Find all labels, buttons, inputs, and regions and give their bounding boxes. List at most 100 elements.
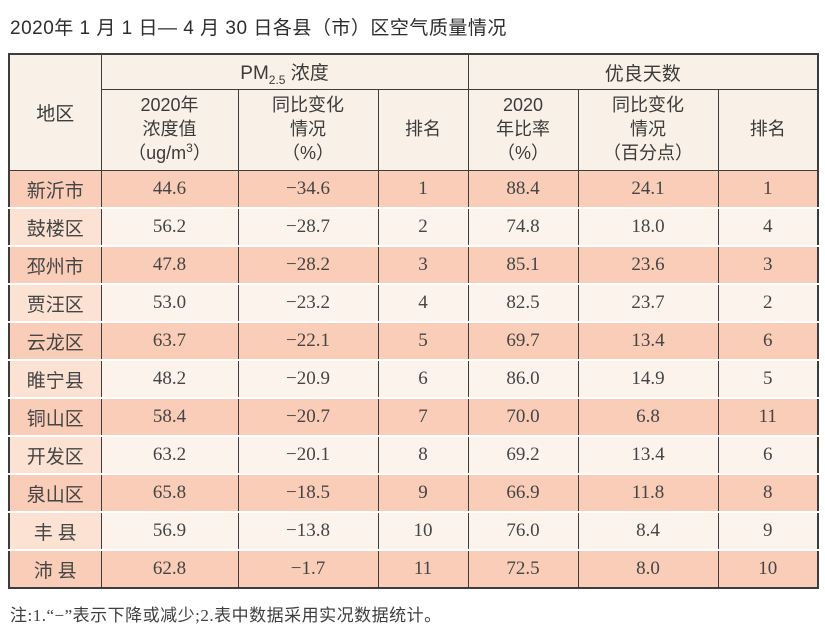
cell-gd-ratio: 88.4 bbox=[467, 170, 578, 209]
cell-pm-value: 53.0 bbox=[100, 284, 238, 323]
cell-region: 泉山区 bbox=[8, 474, 101, 513]
cell-region: 云龙区 bbox=[8, 322, 101, 361]
cell-pm-change: −23.2 bbox=[237, 284, 378, 323]
cubic-superscript: 3 bbox=[186, 141, 193, 156]
header-gd-change: 同比变化 情况 （百分点） bbox=[577, 89, 718, 171]
cell-pm-rank: 7 bbox=[377, 398, 468, 437]
cell-pm-value: 65.8 bbox=[100, 474, 238, 513]
table-row: 沛 县 62.8 −1.7 11 72.5 8.0 10 bbox=[8, 550, 818, 588]
cell-pm-change: −28.7 bbox=[237, 208, 378, 247]
cell-gd-ratio: 66.9 bbox=[467, 474, 578, 513]
cell-gd-change: 6.8 bbox=[577, 398, 718, 437]
cell-gd-change: 11.8 bbox=[577, 474, 718, 513]
pm-label-suffix: 浓度 bbox=[285, 62, 329, 84]
cell-gd-ratio: 69.2 bbox=[467, 436, 578, 475]
cell-gd-change: 23.7 bbox=[577, 284, 718, 323]
pm-subscript: 2.5 bbox=[268, 72, 286, 87]
cell-region: 鼓楼区 bbox=[8, 208, 101, 247]
cell-gd-rank: 5 bbox=[717, 360, 818, 399]
cell-region: 铜山区 bbox=[8, 398, 101, 437]
header-pm-value: 2020年 浓度值 （ug/m3） bbox=[100, 89, 238, 171]
cell-pm-value: 63.7 bbox=[100, 322, 238, 361]
cell-region: 开发区 bbox=[8, 436, 101, 475]
cell-gd-rank: 9 bbox=[717, 512, 818, 551]
cell-region: 邳州市 bbox=[8, 246, 101, 285]
cell-gd-rank: 4 bbox=[717, 208, 818, 247]
page-title: 2020年 1 月 1 日— 4 月 30 日各县（市）区空气质量情况 bbox=[10, 18, 507, 39]
table-header: 地区 PM2.5 浓度 优良天数 2020年 浓度值 （ug/m3） 同比变化 … bbox=[8, 54, 818, 171]
cell-gd-rank: 11 bbox=[717, 398, 818, 437]
cell-pm-rank: 4 bbox=[377, 284, 468, 323]
table-row: 邳州市 47.8 −28.2 3 85.1 23.6 3 bbox=[8, 246, 818, 285]
cell-gd-ratio: 85.1 bbox=[467, 246, 578, 285]
cell-pm-change: −28.2 bbox=[237, 246, 378, 285]
cell-region: 睢宁县 bbox=[8, 360, 101, 399]
air-quality-table: 地区 PM2.5 浓度 优良天数 2020年 浓度值 （ug/m3） 同比变化 … bbox=[8, 53, 819, 589]
table-row: 鼓楼区 56.2 −28.7 2 74.8 18.0 4 bbox=[8, 208, 818, 247]
cell-gd-ratio: 69.7 bbox=[467, 322, 578, 361]
cell-pm-change: −20.1 bbox=[237, 436, 378, 475]
cell-pm-value: 56.2 bbox=[100, 208, 238, 247]
cell-pm-value: 48.2 bbox=[100, 360, 238, 399]
cell-gd-change: 13.4 bbox=[577, 322, 718, 361]
cell-gd-rank: 2 bbox=[717, 284, 818, 323]
cell-pm-rank: 8 bbox=[377, 436, 468, 475]
header-sub-row: 2020年 浓度值 （ug/m3） 同比变化 情况 （%） 排名 2020 年比… bbox=[9, 89, 818, 171]
header-region: 地区 bbox=[8, 54, 101, 171]
header-gd-ratio: 2020 年比率 （%） bbox=[467, 89, 578, 171]
cell-gd-change: 24.1 bbox=[577, 170, 718, 209]
cell-pm-value: 44.6 bbox=[100, 170, 238, 209]
cell-region: 新沂市 bbox=[8, 170, 101, 209]
cell-gd-rank: 10 bbox=[717, 550, 818, 588]
cell-gd-ratio: 72.5 bbox=[467, 550, 578, 588]
cell-gd-ratio: 74.8 bbox=[467, 208, 578, 247]
cell-gd-ratio: 70.0 bbox=[467, 398, 578, 437]
cell-pm-change: −20.7 bbox=[237, 398, 378, 437]
table-row: 贾汪区 53.0 −23.2 4 82.5 23.7 2 bbox=[8, 284, 818, 323]
cell-gd-rank: 3 bbox=[717, 246, 818, 285]
cell-pm-value: 58.4 bbox=[100, 398, 238, 437]
cell-pm-rank: 10 bbox=[377, 512, 468, 551]
cell-gd-change: 23.6 bbox=[577, 246, 718, 285]
header-good-days-group: 优良天数 bbox=[467, 54, 818, 90]
cell-gd-ratio: 82.5 bbox=[467, 284, 578, 323]
cell-region: 丰 县 bbox=[8, 512, 101, 551]
cell-pm-value: 47.8 bbox=[100, 246, 238, 285]
table-row: 新沂市 44.6 −34.6 1 88.4 24.1 1 bbox=[8, 170, 818, 209]
table-row: 泉山区 65.8 −18.5 9 66.9 11.8 8 bbox=[8, 474, 818, 513]
cell-pm-rank: 11 bbox=[377, 550, 468, 588]
cell-pm-change: −34.6 bbox=[237, 170, 378, 209]
cell-region: 贾汪区 bbox=[8, 284, 101, 323]
header-pm-change: 同比变化 情况 （%） bbox=[237, 89, 378, 171]
cell-gd-change: 18.0 bbox=[577, 208, 718, 247]
cell-pm-change: −1.7 bbox=[237, 550, 378, 588]
cell-pm-rank: 1 bbox=[377, 170, 468, 209]
cell-pm-value: 63.2 bbox=[100, 436, 238, 475]
cell-gd-change: 8.0 bbox=[577, 550, 718, 588]
cell-pm-change: −22.1 bbox=[237, 322, 378, 361]
cell-pm-value: 56.9 bbox=[100, 512, 238, 551]
table-body: 新沂市 44.6 −34.6 1 88.4 24.1 1 鼓楼区 56.2 −2… bbox=[8, 170, 818, 588]
cell-pm-rank: 5 bbox=[377, 322, 468, 361]
header-pm-group: PM2.5 浓度 bbox=[100, 54, 468, 90]
cell-gd-ratio: 86.0 bbox=[467, 360, 578, 399]
cell-pm-change: −18.5 bbox=[237, 474, 378, 513]
cell-gd-rank: 8 bbox=[717, 474, 818, 513]
cell-pm-rank: 9 bbox=[377, 474, 468, 513]
table-row: 铜山区 58.4 −20.7 7 70.0 6.8 11 bbox=[8, 398, 818, 437]
table-row: 云龙区 63.7 −22.1 5 69.7 13.4 6 bbox=[8, 322, 818, 361]
header-group-row: 地区 PM2.5 浓度 优良天数 bbox=[8, 54, 818, 171]
cell-pm-change: −20.9 bbox=[237, 360, 378, 399]
cell-gd-rank: 6 bbox=[717, 322, 818, 361]
cell-pm-change: −13.8 bbox=[237, 512, 378, 551]
cell-gd-change: 8.4 bbox=[577, 512, 718, 551]
cell-gd-ratio: 76.0 bbox=[467, 512, 578, 551]
cell-gd-change: 14.9 bbox=[577, 360, 718, 399]
cell-pm-rank: 6 bbox=[377, 360, 468, 399]
cell-pm-rank: 2 bbox=[377, 208, 468, 247]
cell-gd-rank: 6 bbox=[717, 436, 818, 475]
cell-region: 沛 县 bbox=[8, 550, 101, 588]
table-row: 丰 县 56.9 −13.8 10 76.0 8.4 9 bbox=[8, 512, 818, 551]
cell-gd-change: 13.4 bbox=[577, 436, 718, 475]
pm-label: PM bbox=[240, 62, 269, 84]
